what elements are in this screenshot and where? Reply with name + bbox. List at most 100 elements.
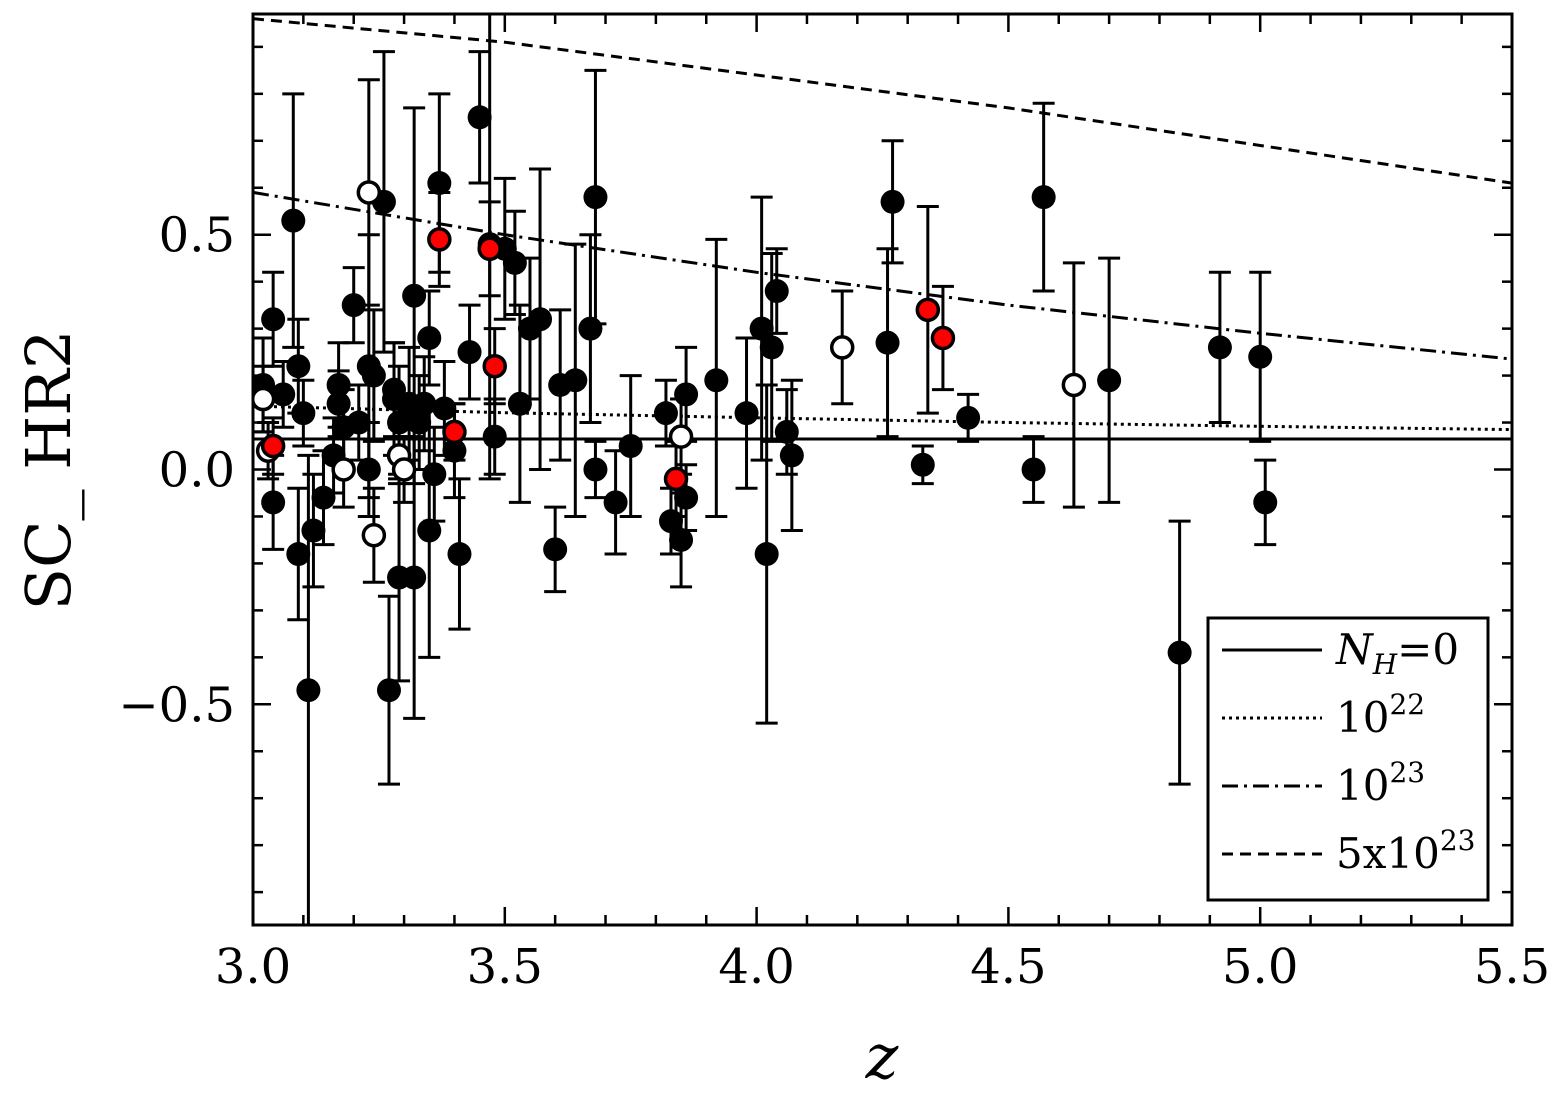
x-tick-label: 5.0 (1222, 939, 1298, 995)
point-filled (467, 105, 492, 130)
point-filled (734, 401, 759, 426)
point-filled (704, 368, 729, 393)
legend-label: 1023 (1336, 756, 1425, 810)
point-filled (1031, 185, 1056, 210)
point-filled (563, 368, 588, 393)
data-markers (253, 105, 1278, 703)
point-filled (578, 316, 603, 341)
point-filled (674, 485, 699, 510)
x-tick-label: 3.0 (215, 939, 291, 995)
point-filled (326, 391, 351, 416)
point-filled (880, 189, 905, 214)
point-open (361, 522, 387, 548)
point-filled (271, 382, 296, 407)
point-filled (417, 518, 442, 543)
point-filled (457, 340, 482, 365)
x-tick-label: 5.5 (1474, 939, 1550, 995)
point-filled (658, 509, 683, 534)
point-filled (387, 410, 412, 435)
point-filled (376, 678, 401, 703)
axes: 3.0 3.5 4.0 4.5 5.0 5.5 −0.5 0.0 0.5 (118, 12, 1550, 995)
point-filled (754, 542, 779, 567)
point-filled (301, 518, 326, 543)
x-tick-label: 4.5 (970, 939, 1046, 995)
point-filled (1097, 368, 1122, 393)
point-red (915, 297, 941, 323)
point-filled (543, 537, 568, 562)
point-red (482, 353, 507, 379)
y-tick-label: 0.0 (159, 443, 235, 499)
point-filled (507, 391, 532, 416)
point-filled (326, 372, 351, 397)
point-filled (1253, 490, 1278, 515)
point-open (253, 386, 276, 412)
point-filled (427, 171, 452, 196)
point-filled (296, 678, 321, 703)
point-filled (402, 283, 427, 308)
point-red (663, 466, 689, 492)
point-filled (759, 335, 784, 360)
point-open (1061, 372, 1087, 398)
point-open (331, 457, 356, 482)
y-axis-label: SC_ HR2 (12, 330, 85, 611)
point-filled (603, 490, 628, 515)
curve-dashed (253, 17, 1512, 185)
point-filled (286, 354, 311, 379)
point-filled (311, 485, 336, 510)
legend-box (1206, 616, 1490, 902)
point-red (442, 419, 467, 445)
point-filled (875, 330, 900, 355)
point-filled (779, 443, 804, 468)
point-open (829, 335, 855, 360)
point-filled (1021, 457, 1046, 482)
curve-dashdot (253, 190, 1512, 361)
point-filled (346, 410, 371, 435)
x-axis-label: z (865, 1020, 899, 1093)
y-tick-label: 0.5 (159, 208, 235, 264)
point-red (930, 325, 956, 351)
point-filled (291, 401, 316, 426)
point-open (668, 424, 694, 449)
point-filled (910, 452, 935, 477)
point-red (260, 433, 286, 459)
x-tick-label: 4.0 (718, 939, 794, 995)
point-filled (749, 316, 774, 341)
point-open (356, 180, 382, 205)
point-filled (1207, 335, 1232, 360)
point-filled (356, 457, 381, 482)
point-filled (432, 396, 457, 421)
legend: NH=0 1022 1023 5x1023 (1206, 616, 1490, 902)
point-filled (261, 307, 286, 332)
legend-label: NH=0 (1335, 625, 1459, 681)
point-filled (447, 542, 472, 567)
point-filled (502, 250, 527, 275)
point-filled (669, 527, 694, 552)
point-filled (341, 293, 366, 318)
point-filled (402, 565, 427, 590)
point-filled (286, 542, 311, 567)
point-filled (528, 307, 553, 332)
point-filled (583, 457, 608, 482)
point-filled (653, 401, 678, 426)
point-filled (583, 185, 608, 210)
y-tick-label: −0.5 (118, 677, 235, 733)
point-filled (1248, 344, 1273, 369)
point-filled (261, 490, 286, 515)
point-filled (442, 438, 467, 463)
point-filled (417, 326, 442, 351)
legend-label: 1022 (1336, 688, 1425, 742)
point-red (427, 227, 452, 252)
point-filled (956, 405, 981, 430)
point-open (391, 457, 417, 482)
point-filled (407, 410, 432, 435)
point-filled (422, 462, 447, 487)
point-filled (281, 208, 306, 233)
point-filled (361, 363, 386, 388)
point-filled (1167, 640, 1192, 665)
point-filled (618, 434, 643, 459)
point-red (477, 236, 502, 262)
point-filled (764, 279, 789, 304)
point-filled (412, 391, 437, 416)
legend-label: 5x1023 (1336, 824, 1476, 878)
